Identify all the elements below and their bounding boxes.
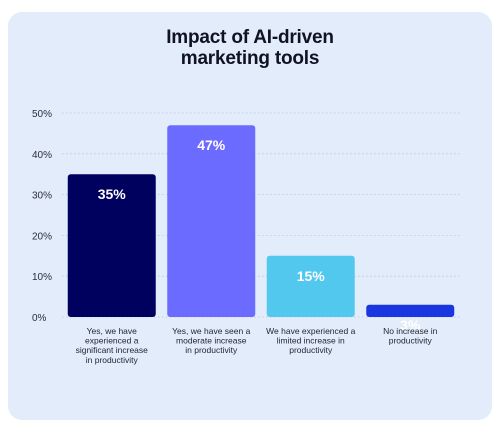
x-tick-label: productivity bbox=[289, 345, 333, 355]
y-tick-label: 30% bbox=[32, 191, 52, 202]
x-tick-label: limited increase in bbox=[277, 336, 345, 346]
y-tick-label: 40% bbox=[32, 150, 52, 161]
chart-title-line-1: Impact of AI-driven bbox=[166, 27, 334, 48]
bar bbox=[366, 304, 455, 317]
y-tick-label: 10% bbox=[32, 272, 52, 283]
y-tick-label: 50% bbox=[32, 109, 52, 120]
x-tick-label: No increase in bbox=[383, 326, 438, 336]
x-tick-label: moderate increase bbox=[176, 336, 247, 346]
chart-title: Impact of AI-driven marketing tools bbox=[0, 27, 500, 69]
y-tick-label: 20% bbox=[32, 231, 52, 242]
data-label: 15% bbox=[297, 268, 326, 284]
data-label: 3% bbox=[400, 317, 421, 333]
x-tick-label: productivity bbox=[389, 336, 433, 346]
data-label: 47% bbox=[197, 137, 226, 153]
x-tick-label: in productivity bbox=[86, 355, 139, 365]
x-tick-label: Yes, we have bbox=[87, 326, 138, 336]
bar bbox=[167, 125, 256, 318]
data-label: 35% bbox=[98, 186, 127, 202]
chart-title-line-2: marketing tools bbox=[180, 48, 320, 69]
bar bbox=[266, 255, 355, 317]
bar bbox=[67, 174, 156, 317]
x-tick-label: experienced a bbox=[85, 336, 139, 346]
x-tick-label: in productivity bbox=[185, 345, 238, 355]
x-tick-label: Yes, we have seen a bbox=[172, 326, 250, 336]
x-tick-label: significant increase bbox=[76, 345, 149, 355]
x-tick-label: We have experienced a bbox=[266, 326, 355, 336]
y-tick-label: 0% bbox=[32, 313, 47, 324]
